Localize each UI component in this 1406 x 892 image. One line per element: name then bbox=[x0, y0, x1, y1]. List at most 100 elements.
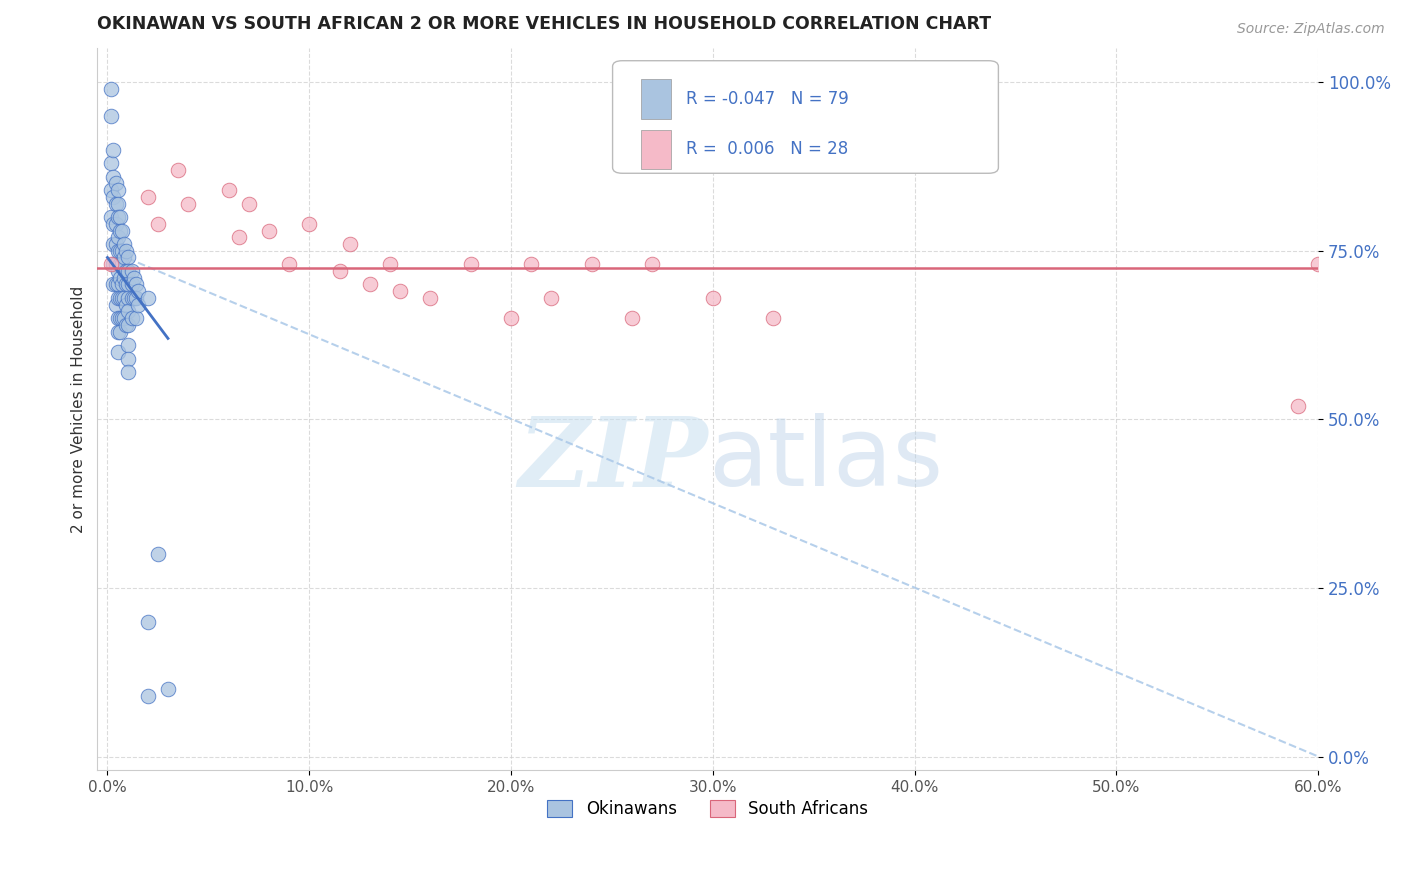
Point bbox=[108, 311, 131, 326]
Point bbox=[359, 277, 381, 292]
Point bbox=[127, 298, 149, 312]
Point bbox=[114, 298, 136, 312]
Point bbox=[125, 277, 148, 292]
Point bbox=[540, 291, 562, 305]
Point bbox=[100, 210, 122, 224]
Point bbox=[104, 177, 127, 191]
Text: R =  0.006   N = 28: R = 0.006 N = 28 bbox=[686, 140, 848, 159]
Point bbox=[107, 196, 129, 211]
Point bbox=[107, 325, 129, 339]
Point bbox=[112, 311, 135, 326]
Point bbox=[107, 244, 129, 258]
Point bbox=[104, 298, 127, 312]
Point bbox=[103, 237, 125, 252]
Text: OKINAWAN VS SOUTH AFRICAN 2 OR MORE VEHICLES IN HOUSEHOLD CORRELATION CHART: OKINAWAN VS SOUTH AFRICAN 2 OR MORE VEHI… bbox=[97, 15, 991, 33]
Point bbox=[107, 277, 129, 292]
Point bbox=[1286, 399, 1309, 413]
Point bbox=[114, 318, 136, 332]
Point bbox=[110, 277, 132, 292]
Point bbox=[641, 257, 664, 271]
Point bbox=[378, 257, 401, 271]
Point bbox=[107, 230, 129, 244]
Point bbox=[117, 251, 139, 265]
Point bbox=[110, 223, 132, 237]
Point bbox=[108, 325, 131, 339]
Point bbox=[156, 682, 179, 697]
Point bbox=[460, 257, 482, 271]
Point bbox=[107, 311, 129, 326]
Point bbox=[114, 264, 136, 278]
Point bbox=[108, 244, 131, 258]
Point bbox=[238, 196, 260, 211]
Text: Source: ZipAtlas.com: Source: ZipAtlas.com bbox=[1237, 22, 1385, 37]
FancyBboxPatch shape bbox=[641, 129, 671, 169]
Point bbox=[419, 291, 441, 305]
Point bbox=[117, 264, 139, 278]
Point bbox=[218, 183, 240, 197]
Point bbox=[107, 291, 129, 305]
Point bbox=[104, 277, 127, 292]
Point bbox=[117, 351, 139, 366]
Point bbox=[100, 183, 122, 197]
Point bbox=[125, 291, 148, 305]
Point bbox=[104, 217, 127, 231]
Point bbox=[339, 237, 361, 252]
Point bbox=[104, 196, 127, 211]
Text: atlas: atlas bbox=[707, 413, 943, 507]
Point bbox=[136, 291, 159, 305]
Text: ZIP: ZIP bbox=[519, 413, 707, 507]
Point bbox=[117, 365, 139, 379]
Point bbox=[103, 143, 125, 157]
Point bbox=[621, 311, 644, 326]
Point bbox=[108, 210, 131, 224]
Point bbox=[108, 257, 131, 271]
Point bbox=[110, 257, 132, 271]
Point bbox=[103, 277, 125, 292]
Point bbox=[328, 264, 350, 278]
Point bbox=[104, 257, 127, 271]
FancyBboxPatch shape bbox=[613, 61, 998, 173]
Point bbox=[112, 237, 135, 252]
Point bbox=[121, 277, 143, 292]
Point bbox=[121, 311, 143, 326]
Point bbox=[112, 251, 135, 265]
Text: R = -0.047   N = 79: R = -0.047 N = 79 bbox=[686, 90, 849, 108]
Point bbox=[117, 304, 139, 318]
Point bbox=[121, 291, 143, 305]
Y-axis label: 2 or more Vehicles in Household: 2 or more Vehicles in Household bbox=[72, 285, 86, 533]
Point bbox=[228, 230, 250, 244]
Point bbox=[103, 257, 125, 271]
Point bbox=[103, 190, 125, 204]
Point bbox=[110, 244, 132, 258]
Point bbox=[100, 109, 122, 123]
Point bbox=[107, 183, 129, 197]
Point bbox=[112, 291, 135, 305]
Point bbox=[112, 270, 135, 285]
Point bbox=[146, 547, 169, 561]
Point bbox=[702, 291, 724, 305]
Point bbox=[499, 311, 522, 326]
Point bbox=[136, 190, 159, 204]
Point bbox=[117, 318, 139, 332]
Point bbox=[136, 615, 159, 629]
Point bbox=[103, 217, 125, 231]
Point bbox=[146, 217, 169, 231]
Point bbox=[520, 257, 543, 271]
Point bbox=[257, 223, 280, 237]
Point bbox=[114, 277, 136, 292]
Point bbox=[117, 291, 139, 305]
Point bbox=[581, 257, 603, 271]
Point bbox=[100, 257, 122, 271]
Point bbox=[762, 311, 785, 326]
Point bbox=[177, 196, 200, 211]
Point bbox=[127, 284, 149, 298]
Point bbox=[110, 291, 132, 305]
Point bbox=[117, 338, 139, 352]
Point bbox=[114, 244, 136, 258]
Point bbox=[121, 264, 143, 278]
Point bbox=[103, 169, 125, 184]
Point bbox=[122, 291, 145, 305]
Point bbox=[110, 311, 132, 326]
Point bbox=[107, 264, 129, 278]
Point bbox=[100, 156, 122, 170]
